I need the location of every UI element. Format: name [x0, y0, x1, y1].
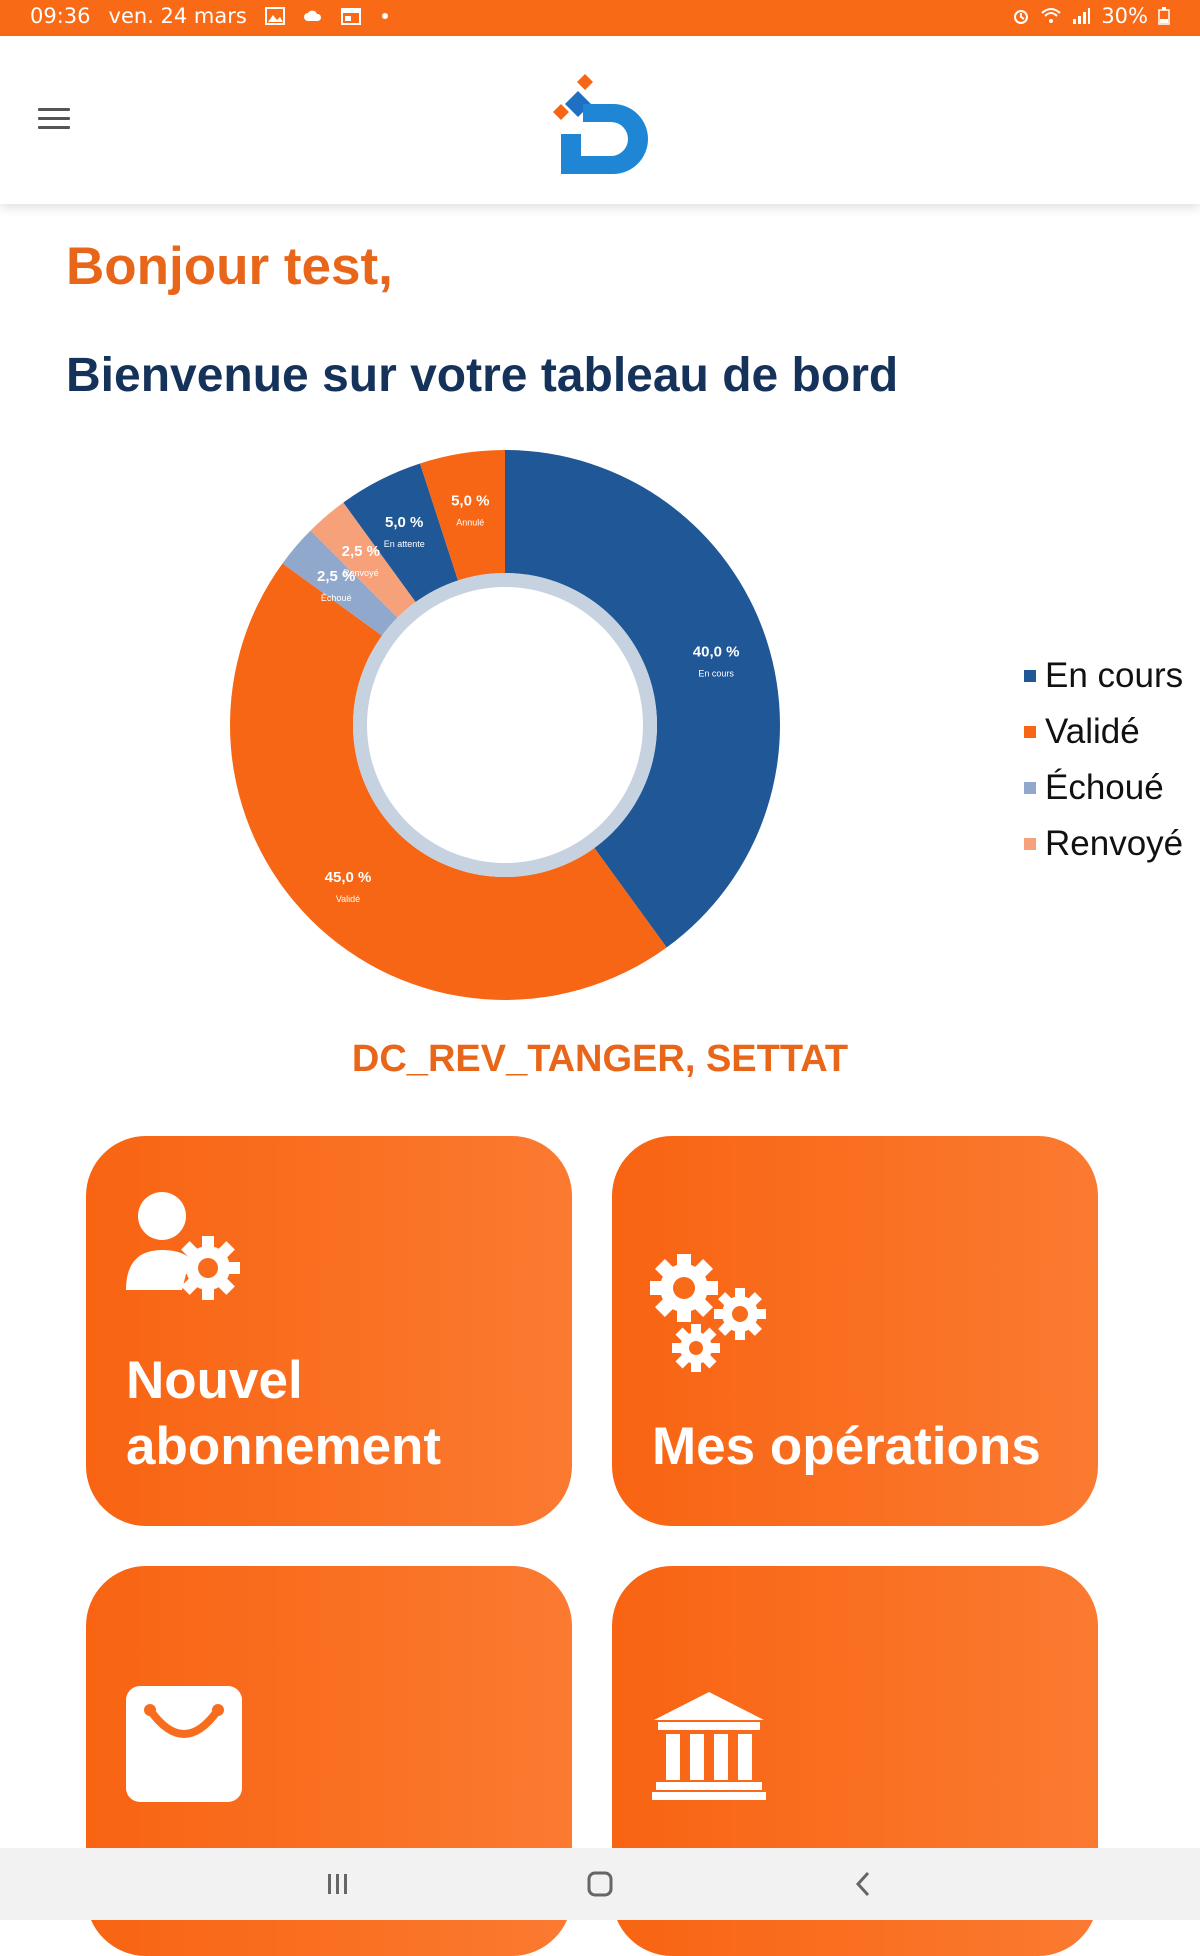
legend-swatch [1024, 726, 1036, 738]
page-title: Bienvenue sur votre tableau de bord [66, 349, 899, 402]
status-bar: 09:36 ven. 24 mars 30% [0, 0, 1200, 36]
d-logo-icon[interactable] [545, 74, 655, 174]
my-operations-card[interactable]: Mes opérations [612, 1136, 1098, 1526]
slice-value-label: 45,0 % [325, 869, 372, 886]
status-time: 09:36 [30, 4, 91, 28]
shopping-bag-icon [126, 1686, 242, 1802]
system-nav-bar [0, 1848, 1200, 1920]
slice-value-label: 2,5 % [317, 568, 355, 585]
donut-slice [310, 502, 416, 618]
slice-name-label: Validé [336, 894, 360, 904]
slice-value-label: 40,0 % [693, 643, 740, 660]
cloud-icon [303, 10, 321, 21]
calendar-icon [340, 8, 361, 25]
slice-value-label: 5,0 % [451, 493, 489, 510]
donut-slice [420, 450, 505, 581]
wifi-icon [1041, 8, 1061, 23]
donut-slice [505, 450, 780, 948]
legend-label: Validé [1045, 712, 1140, 751]
slice-value-label: 5,0 % [385, 514, 423, 531]
signal-icon [1073, 8, 1091, 24]
recent-apps-icon[interactable] [320, 1868, 356, 1900]
card-label: Mes opérations [652, 1417, 1041, 1476]
legend-swatch [1024, 670, 1036, 682]
card-label: Nouvel abonnement [126, 1351, 442, 1476]
slice-name-label: En attente [384, 539, 425, 549]
bank-icon [652, 1692, 766, 1800]
gears-icon [650, 1254, 766, 1372]
slice-name-label: Échoué [321, 593, 352, 603]
image-icon [264, 7, 285, 25]
greeting-text: Bonjour test, [66, 237, 393, 296]
dot-icon [381, 13, 388, 19]
hamburger-menu-icon[interactable] [38, 108, 70, 132]
legend-label: En cours [1045, 656, 1184, 695]
legend-swatch [1024, 782, 1036, 794]
legend-label: Échoué [1045, 768, 1164, 807]
legend-swatch [1024, 838, 1036, 850]
alarm-icon [1014, 10, 1029, 24]
back-icon[interactable] [846, 1868, 882, 1900]
legend-item: Échoué [1024, 760, 1183, 816]
legend-item: Renvoyé [1024, 816, 1183, 872]
new-subscription-card[interactable]: Nouvel abonnement [86, 1136, 572, 1526]
slice-name-label: En cours [698, 668, 734, 678]
chart-legend: En cours Validé Échoué Renvoyé [1024, 648, 1183, 872]
legend-label: Renvoyé [1045, 824, 1184, 863]
legend-item: En cours [1024, 648, 1183, 704]
donut-hole [367, 587, 643, 863]
battery-percent: 30% [1101, 4, 1148, 28]
slice-name-label: Renvoyé [343, 568, 379, 578]
donut-slice [282, 530, 398, 636]
slice-name-label: Annulé [456, 518, 484, 528]
legend-item: Validé [1024, 704, 1183, 760]
donut-slice [343, 463, 459, 603]
donut-slice [230, 563, 667, 1000]
region-label: DC_REV_TANGER, SETTAT [351, 1038, 849, 1080]
app-header [0, 36, 1200, 204]
battery-icon [1158, 7, 1170, 25]
status-donut-chart: 40,0 % En cours 45,0 % Validé 2,5 % Échoué 2,5… [230, 450, 780, 1000]
status-date: ven. 24 mars [108, 4, 247, 28]
home-icon[interactable] [582, 1868, 618, 1900]
slice-value-label: 2,5 % [342, 543, 380, 560]
user-gear-icon [126, 1192, 240, 1300]
